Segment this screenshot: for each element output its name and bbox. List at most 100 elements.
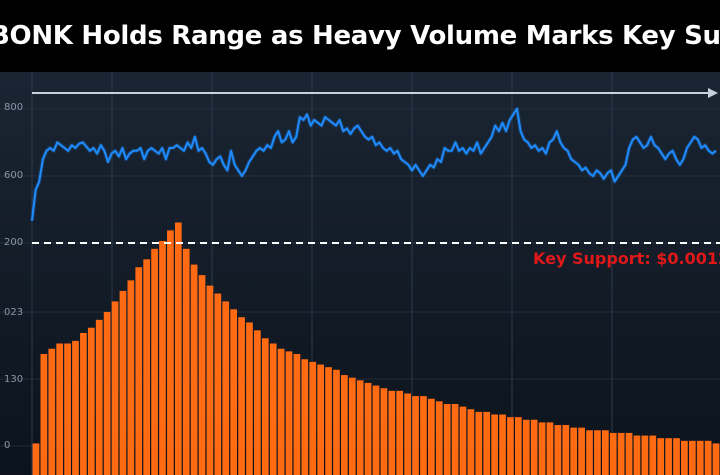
volume-bar	[261, 338, 269, 475]
y-tick-label: 023	[4, 307, 23, 318]
volume-bar	[483, 411, 491, 475]
resistance-group	[32, 88, 718, 98]
volume-bar	[412, 396, 419, 475]
volume-bar	[159, 240, 166, 475]
volume-bar	[198, 275, 206, 475]
volume-bar	[633, 435, 641, 475]
volume-bar	[143, 259, 151, 475]
volume-bar	[40, 354, 48, 475]
volume-bar	[309, 361, 317, 475]
volume-bar	[103, 311, 111, 475]
volume-bar	[285, 351, 293, 475]
volume-bar	[293, 354, 301, 475]
volume-bar	[657, 438, 665, 475]
volume-bar	[617, 432, 625, 475]
volume-bar	[56, 343, 64, 475]
volume-bar	[333, 369, 340, 475]
volume-bar	[127, 280, 135, 475]
volume-bar	[499, 414, 506, 475]
volume-bar	[420, 396, 427, 475]
volume-bar	[562, 425, 570, 475]
volume-bar	[206, 285, 214, 475]
volume-bar	[174, 222, 182, 475]
volume-bar	[80, 332, 87, 475]
volume-bar	[625, 432, 633, 475]
volume-bar	[238, 317, 245, 475]
volume-bar	[222, 301, 230, 475]
volume-bar	[530, 419, 538, 475]
volume-bar	[119, 290, 127, 475]
volume-bar	[301, 359, 309, 475]
volume-bar	[214, 293, 222, 475]
volume-bar	[554, 425, 562, 475]
volume-bar	[230, 309, 238, 475]
volume-bar	[48, 348, 56, 475]
volume-bar	[348, 377, 356, 475]
volume-bar	[681, 440, 688, 475]
volume-bar	[467, 409, 475, 475]
volume-bar	[151, 248, 158, 475]
volume-bar	[182, 248, 190, 475]
volume-bar	[380, 388, 388, 475]
support-group: Key Support: $0.0012	[32, 242, 720, 268]
support-label: Key Support: $0.0012	[533, 249, 720, 268]
y-tick-label: 130	[4, 374, 23, 385]
y-tick-label: 0	[4, 440, 10, 451]
y-tick-label: 600	[4, 170, 23, 181]
volume-bar	[665, 438, 672, 475]
volume-bar	[641, 435, 649, 475]
volume-bar	[649, 435, 657, 475]
volume-bars	[32, 222, 720, 475]
volume-bar	[491, 414, 498, 475]
volume-bar	[538, 422, 546, 475]
volume-bar	[87, 327, 95, 475]
volume-bar	[388, 390, 396, 475]
y-axis-ticks: 800 600 200 023 130 0	[4, 102, 23, 451]
volume-bar	[364, 382, 372, 475]
volume-bar	[396, 390, 404, 475]
chart-headline: BONK Holds Range as Heavy Volume Marks K…	[0, 0, 720, 72]
volume-bar	[95, 319, 103, 475]
volume-bar	[246, 322, 253, 475]
volume-bar	[341, 375, 348, 475]
volume-bar	[190, 264, 198, 475]
price-series	[30, 106, 718, 222]
volume-bar	[254, 330, 261, 475]
volume-bar	[451, 403, 459, 475]
volume-bar	[459, 406, 467, 475]
volume-bar	[594, 430, 601, 475]
volume-bar	[32, 443, 40, 475]
volume-bar	[372, 385, 380, 475]
volume-bar	[72, 340, 79, 475]
price-line-glow	[30, 106, 718, 222]
volume-bar	[601, 430, 609, 475]
volume-bar	[578, 427, 585, 475]
price-line	[31, 107, 717, 221]
chart-svg: 800 600 200 023 130 0 Key Support: $0.0012	[0, 72, 720, 475]
volume-bar	[111, 301, 119, 475]
volume-bar	[167, 230, 174, 475]
volume-bar	[570, 427, 578, 475]
y-tick-label: 200	[4, 237, 23, 248]
volume-bar	[704, 440, 712, 475]
volume-bar	[135, 267, 143, 475]
volume-bar	[435, 401, 443, 475]
volume-bar	[277, 348, 285, 475]
volume-bar	[696, 440, 704, 475]
volume-bar	[64, 343, 71, 475]
volume-bar	[404, 393, 411, 475]
volume-bar	[688, 440, 696, 475]
volume-bar	[522, 419, 530, 475]
volume-bar	[514, 417, 522, 475]
volume-bar	[546, 422, 554, 475]
volume-bar	[317, 364, 324, 475]
y-tick-label: 800	[4, 102, 23, 113]
volume-bar	[586, 430, 593, 475]
volume-bar	[443, 403, 451, 475]
volume-bar	[325, 367, 332, 475]
volume-bar	[356, 380, 364, 475]
volume-bar	[507, 417, 514, 475]
volume-bar	[428, 398, 435, 475]
volume-bar	[269, 343, 277, 475]
volume-bar	[712, 443, 720, 475]
